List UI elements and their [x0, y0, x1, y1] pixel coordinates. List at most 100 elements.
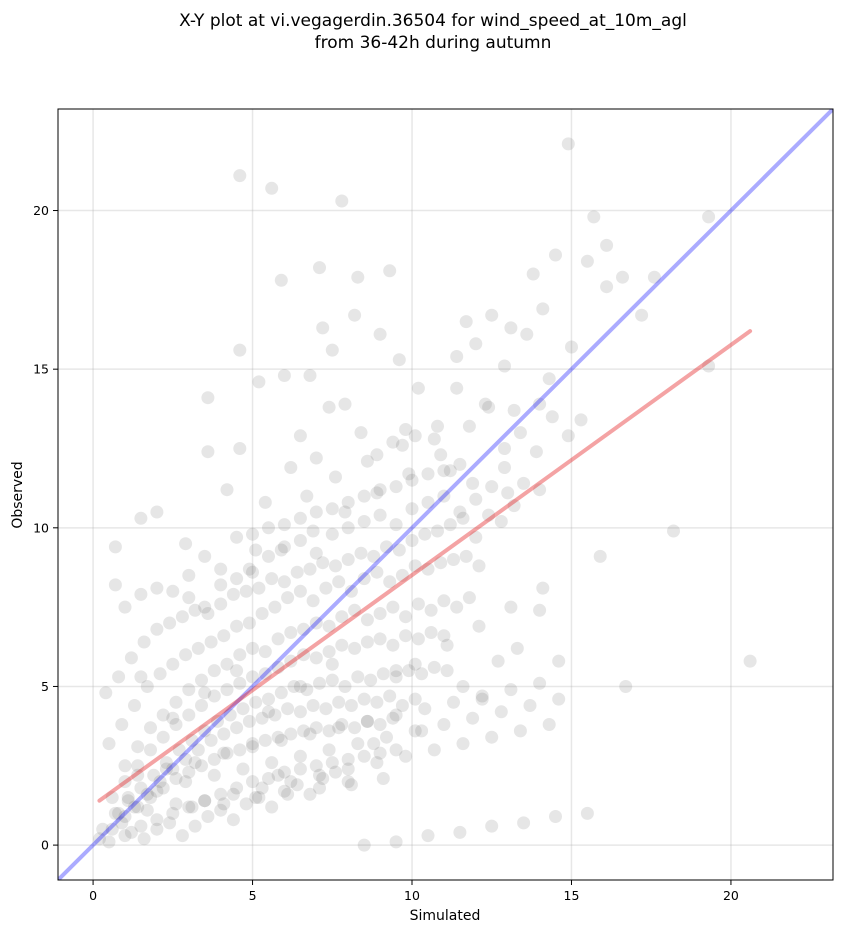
data-point	[360, 714, 374, 728]
data-point	[242, 616, 256, 630]
data-point	[533, 676, 547, 690]
data-point	[198, 724, 212, 738]
data-point	[411, 632, 425, 646]
data-point	[265, 181, 279, 195]
data-point	[533, 483, 547, 497]
data-point	[383, 264, 397, 278]
data-point	[163, 816, 177, 830]
data-point	[115, 816, 129, 830]
data-point	[306, 594, 320, 608]
data-point	[351, 270, 365, 284]
x-tick-label: 10	[404, 888, 420, 903]
data-point	[383, 689, 397, 703]
data-point	[552, 654, 566, 668]
data-point	[262, 521, 275, 535]
data-point	[277, 540, 291, 554]
data-point	[246, 737, 259, 751]
data-point	[115, 718, 129, 731]
data-point	[376, 667, 390, 681]
data-point	[504, 683, 518, 697]
data-point	[309, 759, 323, 773]
data-point	[265, 572, 279, 586]
data-point	[389, 664, 403, 678]
y-axis-label: Observed	[10, 461, 26, 528]
data-point	[303, 787, 317, 801]
data-point	[395, 438, 409, 452]
data-point	[491, 654, 505, 668]
data-point	[399, 749, 413, 763]
data-point	[293, 429, 307, 443]
y-tick-label: 0	[41, 838, 49, 853]
data-point	[498, 359, 511, 373]
data-point	[561, 429, 575, 443]
data-point	[440, 638, 454, 652]
data-point	[207, 768, 221, 782]
data-point	[198, 794, 212, 808]
data-point	[456, 511, 470, 525]
data-point	[118, 829, 132, 843]
data-point	[134, 511, 148, 525]
x-tick-label: 0	[89, 888, 97, 903]
data-point	[93, 832, 106, 846]
data-point	[233, 343, 247, 357]
data-point	[344, 699, 358, 712]
data-point	[341, 752, 355, 766]
data-point	[233, 743, 247, 757]
data-point	[169, 718, 183, 731]
data-point	[478, 397, 492, 411]
data-point	[182, 591, 196, 605]
data-point	[236, 702, 250, 716]
data-point	[399, 610, 413, 624]
data-point	[118, 759, 132, 773]
data-point	[169, 772, 183, 785]
data-point	[322, 743, 336, 757]
data-point	[144, 791, 157, 804]
data-point	[309, 651, 323, 665]
data-point	[150, 622, 164, 636]
data-point	[204, 635, 218, 649]
data-point	[373, 327, 387, 341]
data-point	[443, 464, 457, 478]
data-point	[156, 730, 170, 744]
data-point	[453, 825, 467, 839]
data-point	[344, 778, 358, 792]
data-point	[274, 733, 288, 747]
data-point	[456, 737, 470, 751]
data-point	[421, 495, 435, 509]
data-point	[536, 581, 550, 595]
data-point	[233, 442, 247, 455]
data-point	[297, 648, 311, 662]
x-tick-label: 20	[723, 888, 739, 903]
data-point	[274, 543, 288, 557]
data-point	[121, 791, 135, 804]
data-point	[399, 423, 413, 436]
data-point	[370, 486, 384, 500]
data-point	[220, 657, 234, 671]
data-point	[405, 502, 419, 516]
data-point	[140, 803, 154, 817]
data-point	[447, 695, 460, 709]
data-point	[533, 603, 547, 617]
data-point	[150, 784, 164, 798]
x-axis-label: Simulated	[410, 908, 481, 924]
data-point	[593, 549, 607, 563]
data-point	[163, 616, 177, 630]
data-point	[316, 556, 330, 570]
data-point	[242, 714, 256, 728]
data-point	[421, 562, 435, 576]
data-point	[485, 308, 499, 322]
data-point	[440, 664, 454, 678]
data-point	[517, 816, 531, 830]
data-point	[179, 775, 193, 789]
data-point	[494, 705, 508, 719]
data-point	[462, 419, 476, 433]
data-point	[140, 680, 154, 693]
data-point	[389, 743, 403, 757]
data-point	[230, 664, 244, 678]
data-point	[351, 737, 365, 751]
data-point	[156, 708, 170, 722]
data-point	[485, 730, 499, 744]
data-point	[287, 680, 301, 693]
data-point	[437, 464, 451, 478]
y-tick-label: 10	[33, 520, 49, 535]
